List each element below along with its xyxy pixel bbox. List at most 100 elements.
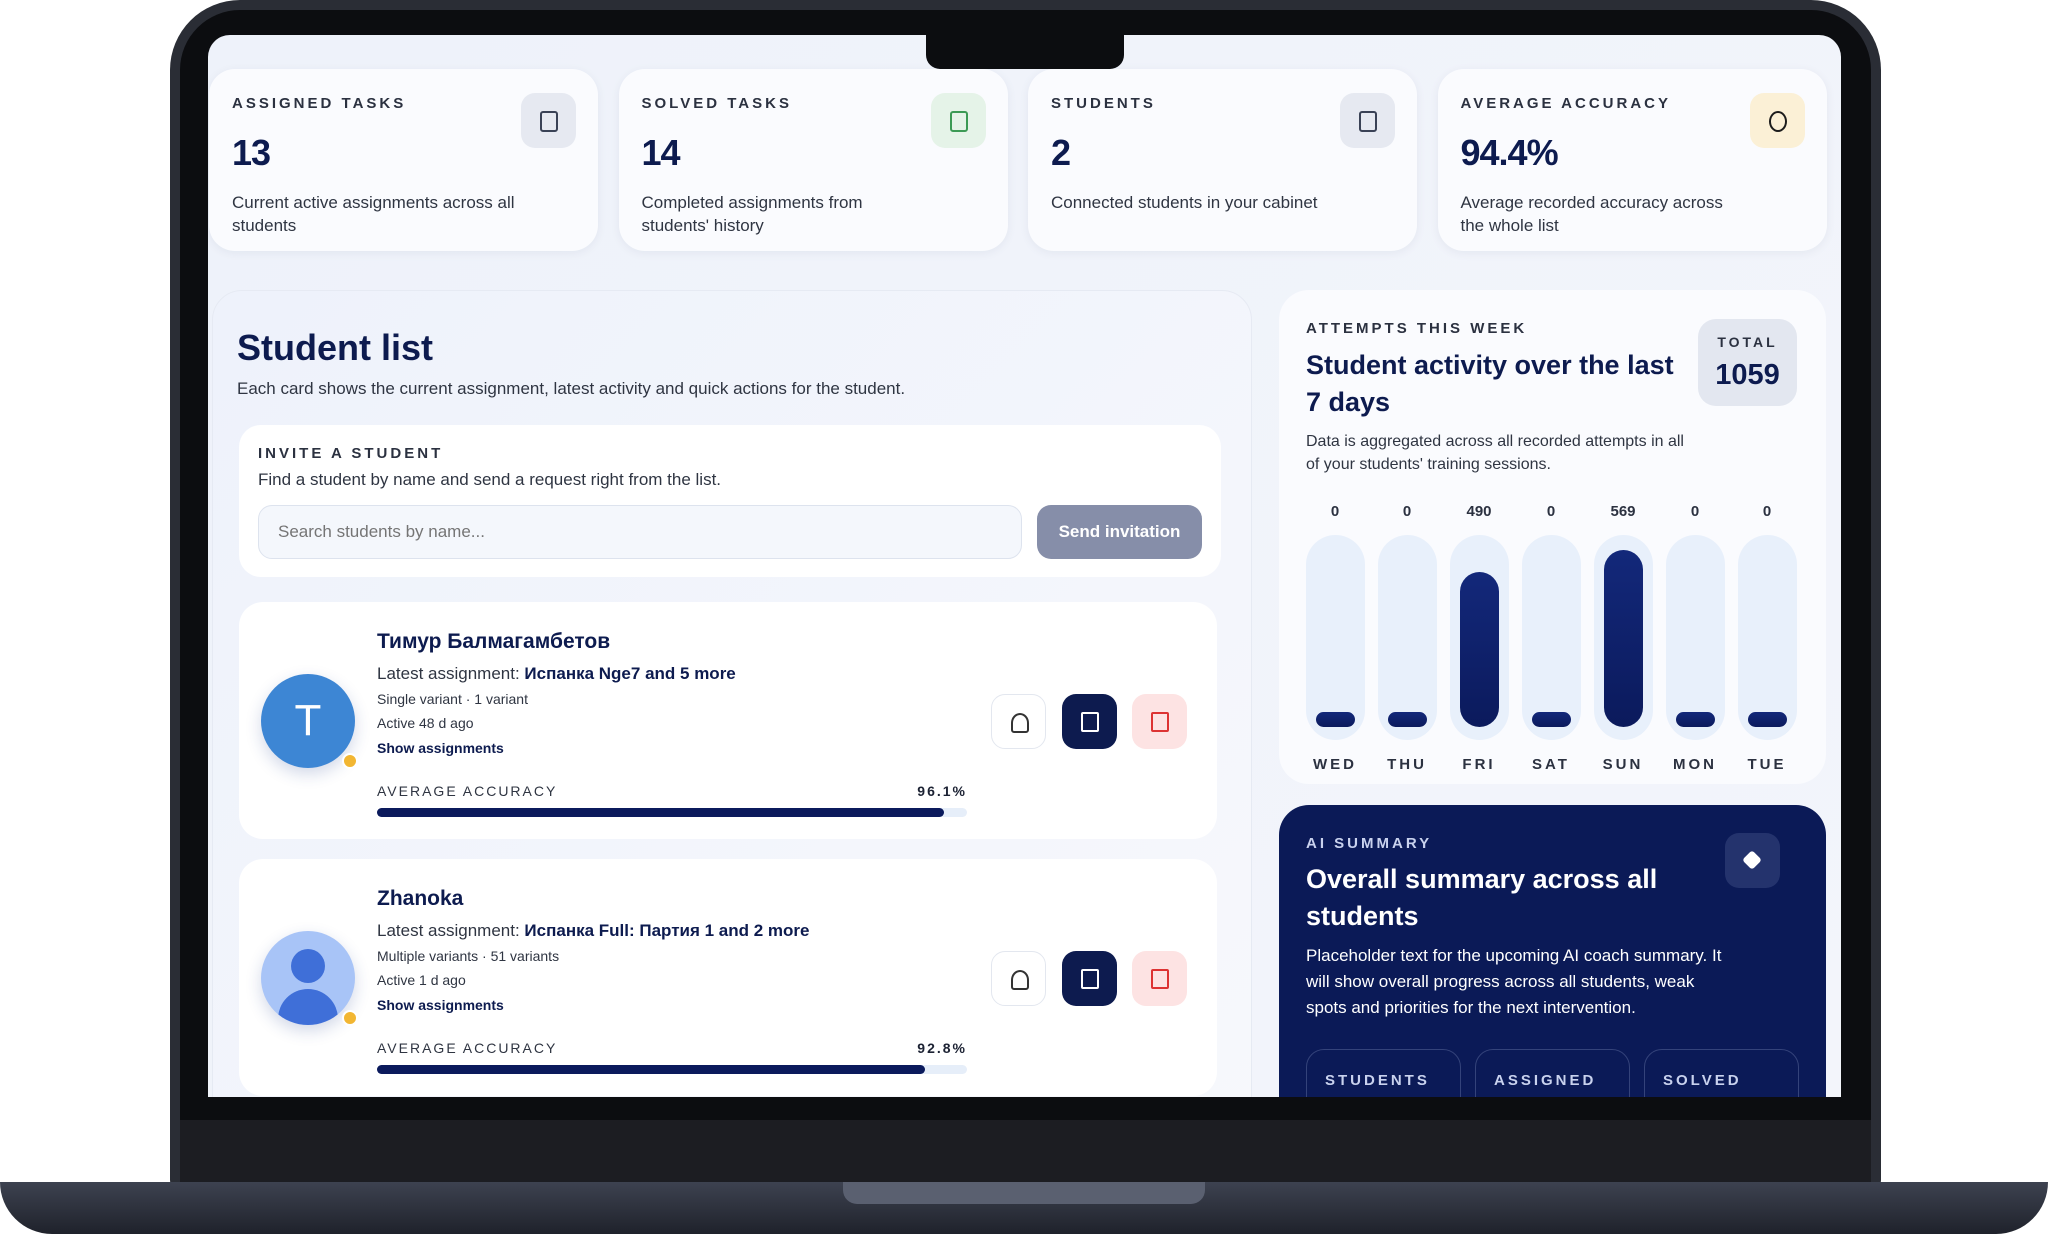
ai-icon-glyph (1742, 850, 1762, 870)
day-value-label: 0 (1690, 503, 1700, 520)
day-value-label: 0 (1330, 503, 1340, 520)
stat-card: AVERAGE ACCURACY 94.4% Average recorded ac… (1437, 69, 1827, 251)
send-invitation-button[interactable]: Send invitation (1037, 505, 1202, 559)
accuracy-track (377, 808, 967, 817)
activity-panel: ATTEMPTS THIS WEEK Student activity over … (1279, 290, 1826, 784)
activity-bar (1747, 712, 1787, 727)
stat-icon-glyph (1359, 111, 1377, 132)
day-label: FRI (1462, 756, 1496, 773)
activity-bar (1459, 572, 1499, 727)
total-label: TOTAL (1717, 334, 1778, 350)
stat-label: ASSIGNED TASKS (232, 95, 407, 112)
bar-track (1521, 535, 1581, 740)
search-input[interactable] (258, 505, 1022, 559)
stat-card: ASSIGNED TASKS 13 Current active assignmen… (209, 69, 598, 251)
show-assignments-link[interactable]: Show assignments (377, 997, 504, 1013)
chip-label: ASSIGNED (1494, 1072, 1597, 1089)
total-box: TOTAL 1059 (1698, 319, 1797, 406)
stat-icon-glyph (949, 111, 968, 132)
accuracy-value: 92.8% (917, 1040, 967, 1056)
assign-button[interactable] (1061, 694, 1117, 749)
day-value-label: 0 (1762, 503, 1772, 520)
day-label: TUE (1747, 756, 1787, 773)
bar-track (1305, 535, 1365, 740)
accuracy-bar (377, 1065, 925, 1074)
day-value-label: 0 (1402, 503, 1412, 520)
total-value: 1059 (1715, 359, 1780, 391)
assign-button-icon (1080, 712, 1099, 732)
profile-button-icon (1011, 713, 1029, 733)
assignment-name: Испанка Full: Партия 1 and 2 more (524, 921, 810, 940)
laptop-chin (180, 1120, 1871, 1182)
activity-bar (1531, 712, 1571, 727)
assignment-name: Испанка Nge7 and 5 more (524, 664, 736, 683)
activity-title: Student activity over the last 7 days (1306, 350, 1674, 417)
stat-value: 94.4% (1460, 132, 1559, 173)
ai-label: AI SUMMARY (1306, 835, 1433, 852)
day-label: SAT (1532, 756, 1570, 773)
panel-subtitle: Each card shows the current assignment, … (237, 379, 906, 398)
stat-icon-glyph (1768, 111, 1787, 132)
profile-button[interactable] (991, 694, 1046, 749)
assign-button[interactable] (1061, 951, 1117, 1006)
student-list-panel: Student list Each card shows the current … (212, 290, 1252, 1097)
ai-title: Overall summary across all students (1306, 864, 1658, 931)
accuracy-value: 96.1% (917, 783, 967, 799)
show-assignments-link[interactable]: Show assignments (377, 740, 504, 756)
stat-icon (1749, 93, 1805, 148)
assignment-mode: Multiple variants · 51 variants (377, 948, 560, 964)
notch (926, 35, 1124, 69)
avatar-body (278, 989, 338, 1025)
stat-description: Connected students in your cabinet (1051, 193, 1318, 212)
activity-bar (1387, 712, 1427, 727)
accuracy-label: AVERAGE ACCURACY (377, 783, 558, 799)
chip-label: STUDENTS (1325, 1072, 1430, 1089)
delete-button[interactable] (1132, 951, 1187, 1006)
bar-track (1737, 535, 1797, 740)
day-value-label: 0 (1546, 503, 1556, 520)
status-dot (342, 1010, 358, 1026)
stat-description: Completed assignments from students' his… (641, 193, 863, 235)
summary-chip: ASSIGNED (1475, 1049, 1630, 1097)
panel-title: Student list (237, 327, 433, 368)
ai-summary-panel: AI SUMMARY Overall summary across all stu… (1279, 805, 1826, 1097)
activity-label: ATTEMPTS THIS WEEK (1306, 320, 1528, 337)
assignment-line: Latest assignment: Испанка Full: Партия … (377, 921, 810, 941)
chip-label: SOLVED (1663, 1072, 1742, 1089)
delete-button[interactable] (1132, 694, 1187, 749)
ai-text: Placeholder text for the upcoming AI coa… (1306, 946, 1722, 1017)
ai-icon (1725, 833, 1780, 888)
stat-icon-glyph (540, 111, 558, 132)
stat-card: SOLVED TASKS 14 Completed assignments from… (618, 69, 1008, 251)
profile-button-icon (1011, 970, 1029, 990)
summary-chip: STUDENTS (1306, 1049, 1461, 1097)
stat-icon (521, 93, 576, 148)
invite-label: INVITE A STUDENT (258, 445, 444, 462)
day-value-label: 490 (1466, 503, 1492, 520)
activity-bar (1603, 550, 1643, 727)
day-label: MON (1673, 756, 1717, 773)
activity-bar (1315, 712, 1355, 727)
day-label: SUN (1602, 756, 1644, 773)
day-label: THU (1387, 756, 1427, 773)
assignment-prefix: Latest assignment: (377, 921, 525, 940)
stat-description: Average recorded accuracy across the who… (1460, 193, 1723, 235)
accuracy-label: AVERAGE ACCURACY (377, 1040, 558, 1056)
stat-label: SOLVED TASKS (641, 95, 792, 112)
accuracy-bar (377, 808, 944, 817)
day-value-label: 569 (1610, 503, 1636, 520)
invite-description: Find a student by name and send a reques… (258, 470, 722, 489)
student-name: Zhanoka (377, 887, 464, 910)
assignment-prefix: Latest assignment: (377, 664, 525, 683)
assign-button-icon (1080, 969, 1099, 989)
activity-status: Active 48 d ago (377, 715, 474, 731)
accuracy-track (377, 1065, 967, 1074)
stat-icon (1340, 93, 1395, 148)
stat-description: Current active assignments across all st… (232, 193, 515, 235)
screen: ASSIGNED TASKS 13 Current active assignmen… (208, 35, 1841, 1097)
student-name: Тимур Балмагамбетов (377, 630, 611, 653)
stat-value: 2 (1051, 132, 1071, 173)
profile-button[interactable] (991, 951, 1046, 1006)
avatar-head (291, 949, 325, 983)
